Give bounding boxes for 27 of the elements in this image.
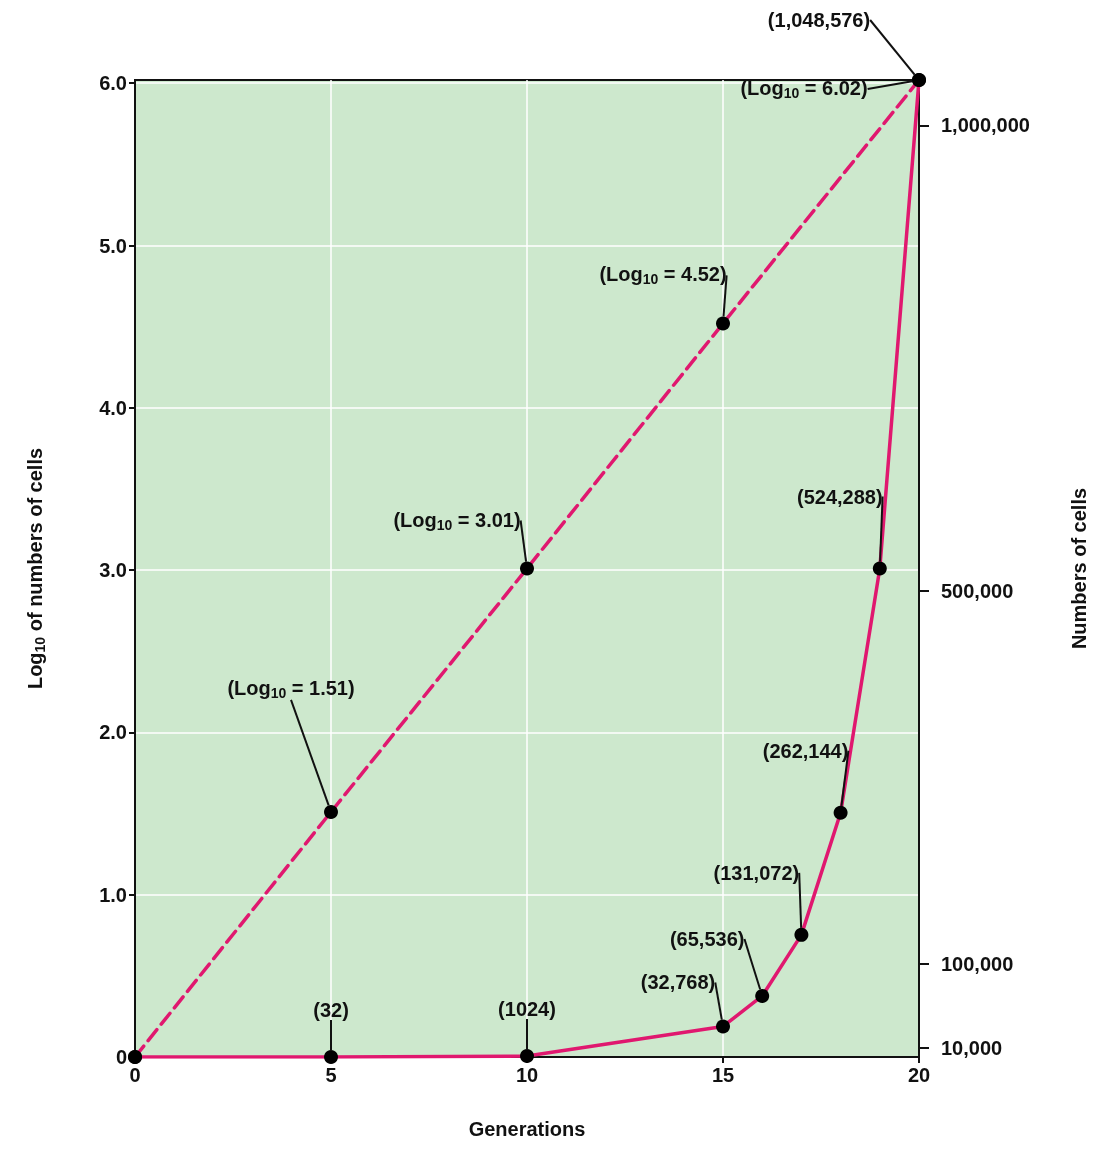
data-label: (1024) [498,998,556,1021]
y-tick-label: 2.0 [99,721,127,744]
x-tick-label: 15 [711,1064,735,1086]
x-tick-label: 20 [907,1064,931,1086]
data-label: (1,048,576) [767,9,871,31]
y2-tick-label: 1,000,000 [941,114,1030,137]
data-label: (131,072) [713,861,800,884]
x-axis-title: Generations [468,1118,586,1140]
data-label: (65,536) [669,927,745,950]
y-tick-label: 0 [115,1046,127,1068]
data-label: (262,144) [762,739,849,762]
y2-tick-label: 500,000 [941,580,1014,603]
y2-axis-title: Numbers of cells [1068,487,1090,650]
x-tick-label: 5 [325,1064,337,1086]
y-tick-label: 4.0 [99,396,127,419]
y2-tick-label: 100,000 [941,952,1014,975]
y-tick-label: 1.0 [99,883,127,906]
y2-tick-label: 10,000 [941,1036,1003,1059]
data-label: (32,768) [640,971,716,994]
data-label: (524,288) [796,485,883,508]
y-tick-label: 6.0 [99,72,127,95]
x-tick-label: 0 [129,1064,141,1086]
y-tick-label: 3.0 [99,559,127,582]
y-axis-title: Log10 of numbers of cells [24,447,48,690]
x-tick-label: 10 [515,1064,539,1086]
data-label: (32) [313,998,349,1021]
y-tick-label: 5.0 [99,234,127,257]
